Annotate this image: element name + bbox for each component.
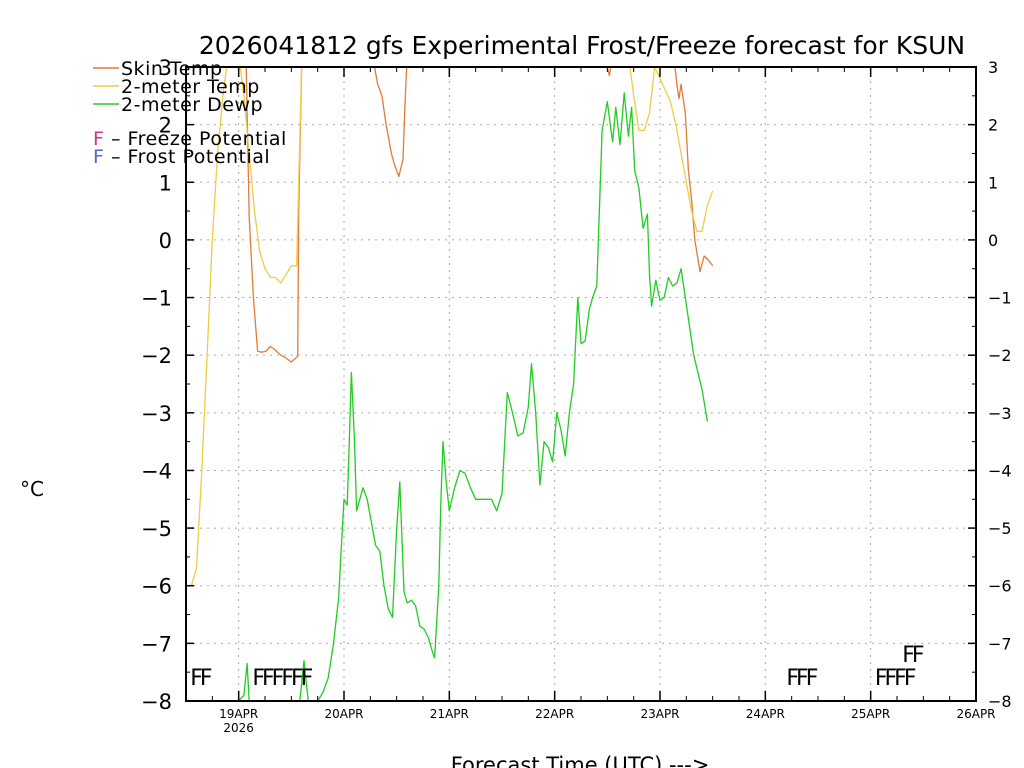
legend-symbol-text: – Freeze Potential [104,128,286,150]
series-line-skin-temp [245,67,303,363]
potential-marker: FFFFFF [252,666,312,691]
legend-symbol: F [93,128,104,150]
x-tick-label: 24APR [746,707,785,721]
y-tick-label-right: −6 [988,577,1012,596]
y-tick-label-right: −8 [988,692,1012,711]
y-tick-label-right: 1 [988,173,998,192]
legend-label: Skin Temp [121,58,223,80]
series-lines [190,67,714,701]
y-tick-label-left: 1 [159,171,172,195]
series-line-2-meter-dewp [299,660,309,701]
x-tick-label: 22APR [535,707,574,721]
axis-ticks: −8 −8 −7 −7 −6 −6 −5 −5 −4 −4 −3 −3 −2 −2 −1 −1 0 0 1 1 2 2 3 3… [141,56,1012,735]
y-axis-label: °C [20,477,44,501]
potential-marker: FFFF [875,666,916,691]
chart-title: 2026041812 gfs Experimental Frost/Freeze… [199,31,965,60]
potential-marker: FF [902,643,924,668]
frost-freeze-markers: FF FFFFFF FFF FFFFFF [190,643,927,691]
series-line-skin-temp [606,67,612,77]
y-tick-label-left: −4 [141,459,172,483]
series-line-2-meter-temp [629,67,714,232]
y-tick-label-left: −6 [141,575,172,599]
legend-label: 2-meter Dewp [121,94,263,116]
x-tick-label: 26APR [956,707,995,721]
series-line-2-meter-temp [190,67,228,586]
legend-symbol: F [93,146,104,168]
x-tick-label: 21APR [430,707,469,721]
legend-symbol-text: – Frost Potential [104,146,270,168]
y-tick-label-right: 0 [988,231,998,250]
x-tick-sublabel: 2026 [223,721,254,735]
y-tick-label-left: −2 [141,344,172,368]
y-tick-label-right: 3 [988,58,998,77]
series-line-2-meter-dewp [238,662,250,701]
legend-symbol-entry: F – Frost Potential [93,146,270,168]
y-tick-label-left: 2 [159,114,172,138]
x-tick-label: 20APR [324,707,363,721]
legend-symbol-entry: F – Freeze Potential [93,128,287,150]
y-tick-label-right: −1 [988,289,1012,308]
y-tick-label-left: 3 [159,56,172,80]
plot-frame [185,66,977,702]
y-tick-label-left: −8 [141,690,172,714]
series-line-skin-temp [373,67,408,178]
y-tick-label-right: −3 [988,404,1012,423]
y-tick-label-left: −5 [141,517,172,541]
y-tick-label-left: 0 [159,229,172,253]
x-axis-label: Forecast Time (UTC) ---> [451,753,710,768]
x-tick-label: 19APR [219,707,258,721]
series-line-2-meter-dewp [317,92,709,701]
y-tick-label-left: −7 [141,632,172,656]
legend-label: 2-meter Temp [121,76,260,98]
grid-lines [186,67,976,701]
y-tick-label-left: −1 [141,287,172,311]
y-tick-label-right: 2 [988,116,998,135]
potential-marker: FF [190,666,212,691]
x-tick-label: 23APR [640,707,679,721]
series-line-skin-temp [674,67,714,273]
series-line-2-meter-temp [239,67,303,284]
y-tick-label-right: −7 [988,634,1012,653]
x-tick-label: 25APR [851,707,890,721]
y-tick-label-right: −5 [988,519,1012,538]
y-tick-label-right: −2 [988,346,1012,365]
potential-marker: FFF [786,666,817,691]
y-tick-label-right: −4 [988,461,1012,480]
y-tick-label-left: −3 [141,402,172,426]
